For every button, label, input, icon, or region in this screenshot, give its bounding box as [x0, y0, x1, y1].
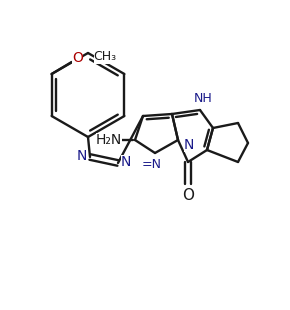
Text: N: N	[121, 155, 131, 169]
Text: O: O	[72, 51, 83, 65]
Text: N: N	[77, 149, 87, 163]
Text: N: N	[184, 138, 194, 152]
Text: H₂N: H₂N	[96, 133, 122, 147]
Text: O: O	[182, 188, 194, 202]
Text: NH: NH	[194, 91, 212, 104]
Text: =N: =N	[142, 157, 162, 170]
Text: CH₃: CH₃	[94, 51, 117, 64]
